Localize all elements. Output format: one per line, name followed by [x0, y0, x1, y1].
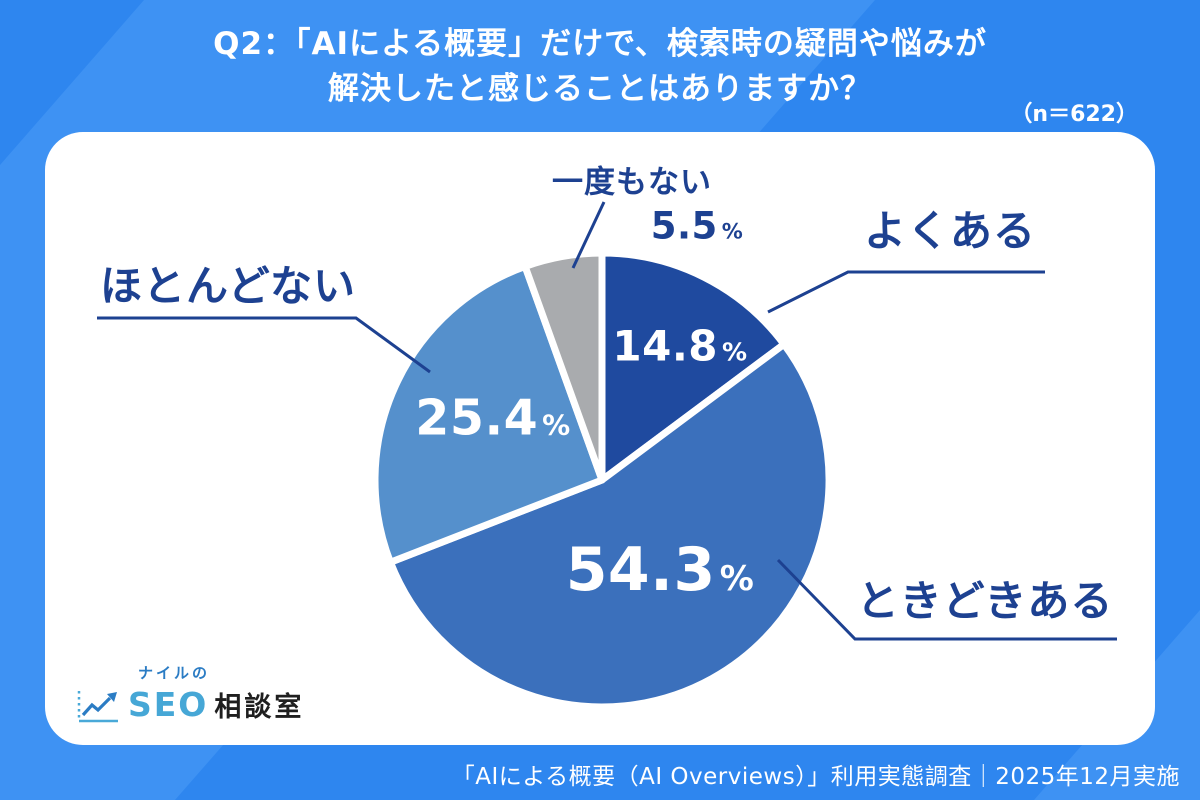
survey-source-text: 「AIによる概要（AI Overviews）」利用実態調査｜2025年12月実施	[451, 764, 1180, 790]
title-line-1: Q2：「AIによる概要」だけで、検索時の疑問や悩みが	[213, 26, 987, 62]
pie-slice-never	[521, 249, 606, 484]
pie-value-rarely: 25.4%	[415, 390, 570, 447]
brand-logo-rest: 相談室	[214, 692, 305, 723]
page-title: Q2：「AIによる概要」だけで、検索時の疑問や悩みが 解決したと感じることはあり…	[0, 22, 1200, 112]
pie-value-rarely-number: 25.4	[415, 389, 539, 447]
pie-value-sometimes-unit: %	[719, 559, 755, 599]
callout-line-often	[767, 270, 1045, 314]
pie-value-never: 5.5%	[651, 205, 744, 248]
callout-line-never	[571, 201, 606, 269]
pie-value-rarely-unit: %	[542, 408, 571, 442]
pie-value-often: 14.8%	[612, 322, 747, 371]
pie-label-rarely: ほとんどない	[100, 261, 356, 311]
sample-size-badge: （n＝622）	[1010, 102, 1138, 127]
pie-label-sometimes: ときどきある	[856, 576, 1114, 626]
pie-value-never-unit: %	[721, 219, 744, 244]
brand-logo-seo: SEO	[128, 685, 209, 724]
callout-line-rarely	[97, 316, 431, 374]
brand-logo: ナイルの SEO 相談室	[76, 662, 304, 724]
callout-line-sometimes	[776, 558, 1117, 641]
pie-value-sometimes-number: 54.3	[565, 535, 716, 605]
title-line-2: 解決したと感じることはありますか？	[328, 71, 872, 107]
pie-slice-rarely	[371, 262, 606, 566]
brand-logo-company: ナイルの	[138, 664, 211, 682]
line-chart-icon	[77, 690, 118, 722]
pie-label-often: よくある	[863, 206, 1037, 256]
pie-slice-sometimes	[386, 340, 833, 711]
pie-slice-often	[598, 249, 788, 484]
pie-value-sometimes: 54.3%	[566, 535, 755, 605]
pie-value-often-number: 14.8	[612, 321, 719, 371]
pie-value-never-number: 5.5	[650, 204, 718, 248]
pie-value-often-unit: %	[722, 337, 748, 367]
pie-label-never: 一度もない	[552, 164, 712, 201]
